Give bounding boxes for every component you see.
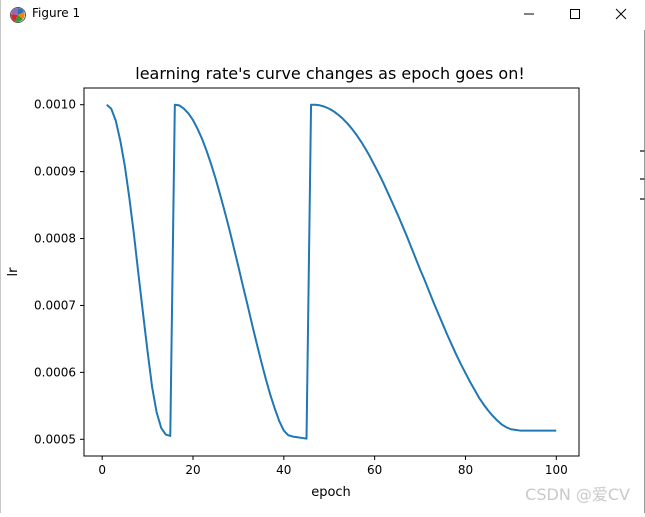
y-axis-label: lr (6, 267, 21, 277)
x-tick-label: 100 (545, 463, 568, 477)
figure-canvas: learning rate's curve changes as epoch g… (1, 30, 645, 513)
edge-decoration (640, 150, 645, 152)
y-tick-label: 0.0005 (34, 432, 76, 446)
y-tick-label: 0.0008 (34, 232, 76, 246)
y-tick-label: 0.0009 (34, 165, 76, 179)
plot-area: 0 20 40 60 80 100 0.0005 0.0006 0.0007 0.0008 0.00… (34, 87, 580, 477)
window-title: Figure 1 (32, 6, 81, 20)
maximize-button[interactable] (551, 0, 597, 30)
x-tick-label: 0 (98, 463, 106, 477)
minimize-button[interactable] (505, 0, 551, 30)
lr-line-chart: learning rate's curve changes as epoch g… (6, 64, 580, 500)
watermark-text: CSDN @爱CV (525, 485, 630, 504)
y-tick-label: 0.0007 (34, 298, 76, 312)
close-icon (615, 8, 627, 20)
edge-decoration (640, 198, 645, 200)
x-tick-label: 60 (367, 463, 382, 477)
x-tick-label: 40 (276, 463, 291, 477)
y-tick-label: 0.0010 (34, 98, 76, 112)
axes-frame (83, 87, 580, 457)
minimize-icon (524, 13, 534, 15)
x-axis-label: epoch (311, 485, 351, 500)
close-button[interactable] (597, 0, 643, 30)
matplotlib-logo-icon (9, 6, 27, 24)
y-tick-label: 0.0006 (34, 365, 76, 379)
x-tick-label: 80 (458, 463, 473, 477)
maximize-icon (570, 9, 580, 19)
x-tick-label: 20 (185, 463, 200, 477)
chart-title: learning rate's curve changes as epoch g… (135, 64, 525, 83)
lr-series-line (106, 103, 557, 440)
title-bar[interactable]: Figure 1 (1, 0, 645, 30)
edge-decoration (640, 178, 645, 180)
